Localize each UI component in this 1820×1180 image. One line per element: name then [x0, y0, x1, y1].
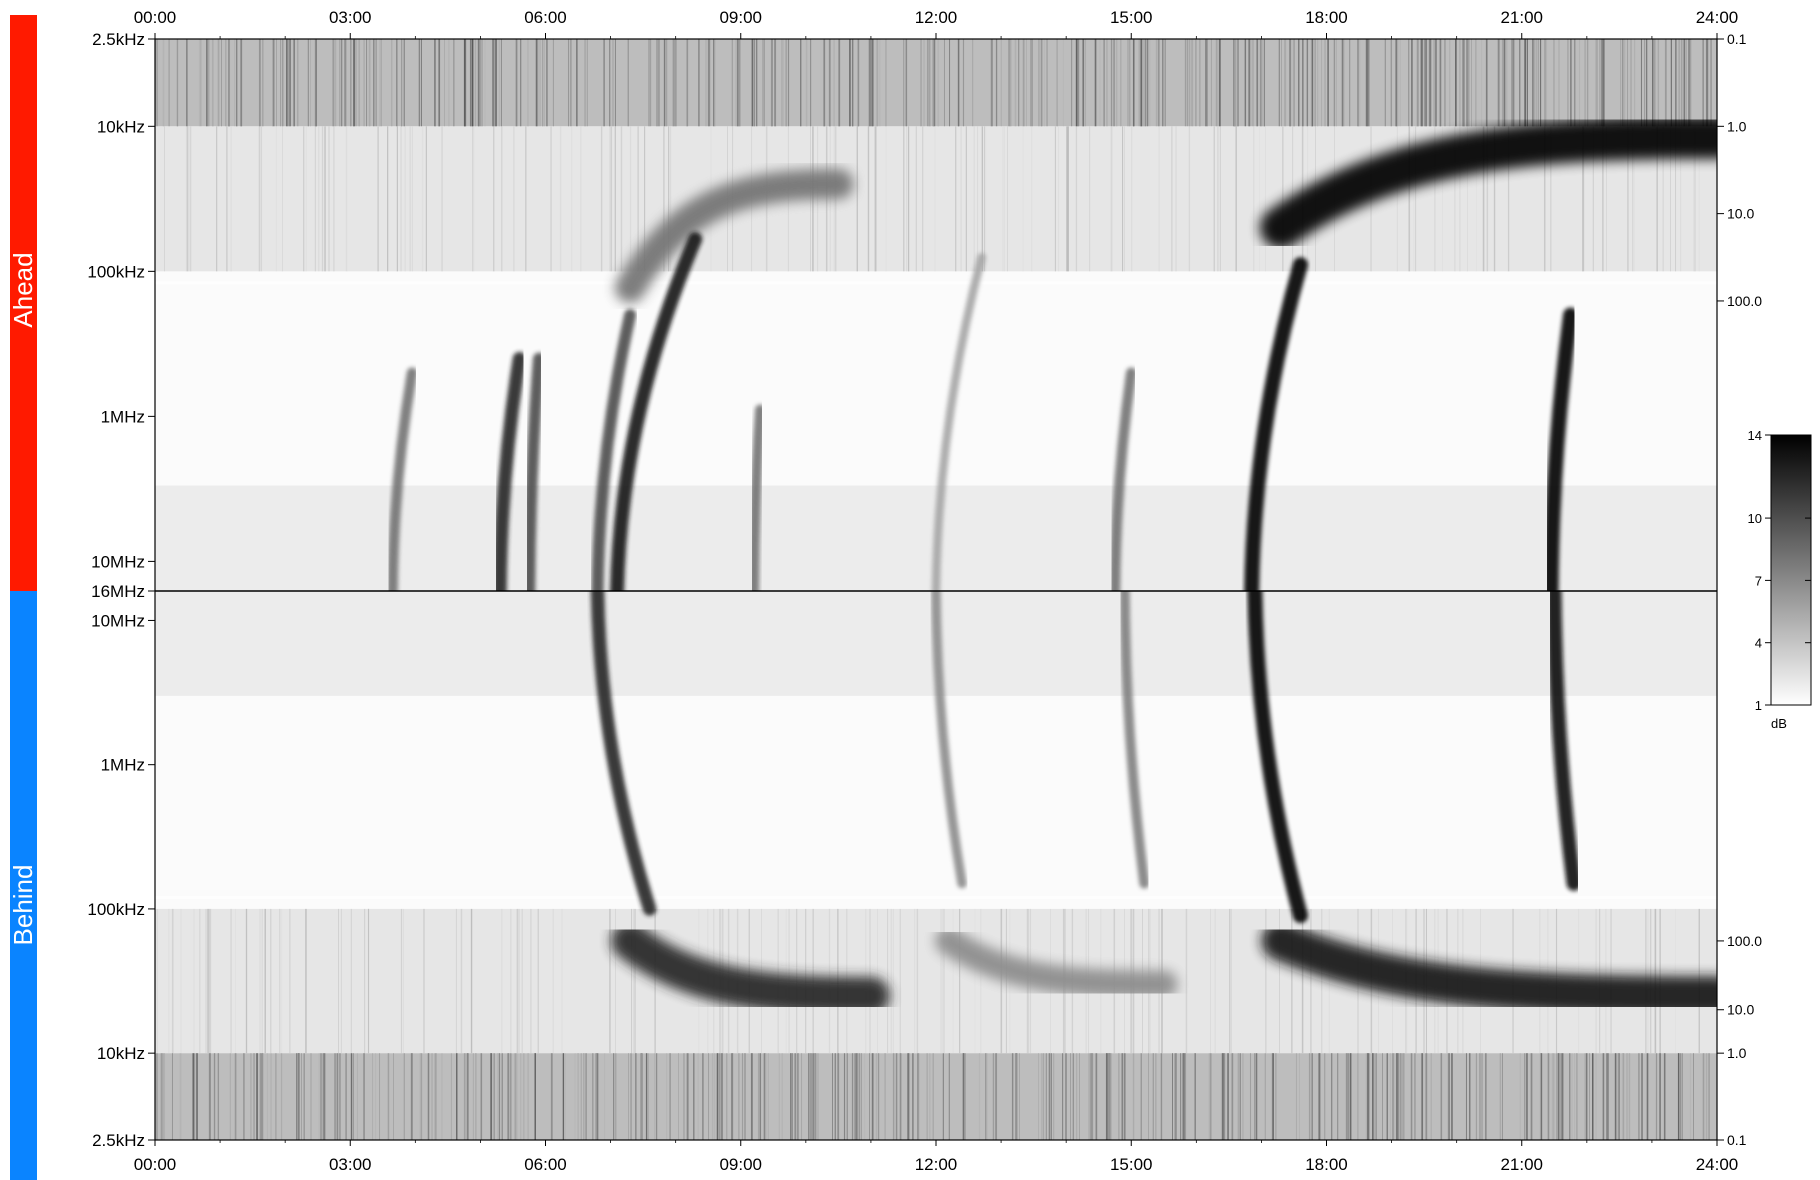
x-tick-label-top: 09:00 — [719, 8, 762, 27]
y-tick-label: 10MHz — [91, 552, 145, 571]
drifting-emission-band — [614, 168, 854, 304]
panel-label-behind: Behind — [8, 591, 38, 1180]
radio-burst — [610, 232, 703, 591]
drifting-emission-band — [611, 921, 890, 1015]
right-tick-label: 100.0 — [1727, 293, 1762, 309]
x-tick-label-bottom: 18:00 — [1305, 1155, 1348, 1174]
drifting-emission-band — [1259, 116, 1717, 249]
radio-burst — [1109, 367, 1137, 591]
radio-burst — [591, 309, 637, 591]
y-tick-label: 10kHz — [97, 117, 145, 136]
panel-label-ahead: Ahead — [8, 15, 38, 591]
radio-burst — [1119, 591, 1150, 889]
behind-color-bar — [10, 591, 37, 1180]
right-tick-label: 10.0 — [1727, 1002, 1754, 1018]
drifting-emission-band — [1261, 921, 1717, 1016]
ahead-label: Ahead — [8, 252, 38, 327]
axes: 00:00 00:00 03:00 03:00 06:00 06:00 09:00 09:00… — [87, 8, 1762, 1174]
y-tick-label: 10kHz — [97, 1044, 145, 1063]
x-tick-label-top: 00:00 — [134, 8, 177, 27]
y-tick-label: 100kHz — [87, 900, 145, 919]
behind-label: Behind — [8, 865, 38, 946]
y-tick-label: 10MHz — [91, 611, 145, 630]
x-tick-label-bottom: 03:00 — [329, 1155, 372, 1174]
x-tick-label-top: 12:00 — [915, 8, 958, 27]
x-tick-label-bottom: 06:00 — [524, 1155, 567, 1174]
colorbar-tick-label: 7 — [1755, 573, 1762, 588]
colorbar-gradient — [1770, 434, 1812, 706]
ahead-color-bar — [10, 15, 37, 591]
radio-burst — [387, 367, 418, 591]
x-tick-label-top: 18:00 — [1305, 8, 1348, 27]
y-tick-label: 2.5kHz — [92, 30, 145, 49]
colorbar: 14 10 7 4 1 dB — [1748, 428, 1812, 731]
radio-burst — [1547, 591, 1582, 891]
colorbar-unit-label: dB — [1771, 716, 1787, 731]
radio-burst — [523, 352, 545, 591]
radio-burst — [1244, 257, 1308, 591]
x-tick-label-bottom: 00:00 — [134, 1155, 177, 1174]
low-frequency-noise-band — [155, 39, 1717, 127]
right-tick-label: 100.0 — [1727, 933, 1762, 949]
colorbar-tick-label: 14 — [1748, 428, 1762, 443]
radio-burst — [931, 591, 967, 889]
x-tick-label-bottom: 21:00 — [1500, 1155, 1543, 1174]
x-tick-label-top: 21:00 — [1500, 8, 1543, 27]
x-tick-label-top: 03:00 — [329, 8, 372, 27]
x-tick-label-bottom: 24:00 — [1696, 1155, 1739, 1174]
colorbar-tick-label: 4 — [1755, 636, 1762, 651]
right-tick-label: 1.0 — [1727, 118, 1747, 134]
y-tick-label: 1MHz — [101, 407, 145, 426]
colorbar-tick-label: 10 — [1748, 511, 1762, 526]
y-tick-label: 100kHz — [87, 262, 145, 281]
x-tick-label-top: 24:00 — [1696, 8, 1739, 27]
radio-burst — [590, 591, 657, 916]
colorbar-tick-label: 1 — [1755, 698, 1762, 713]
behind-spectrogram — [155, 591, 1717, 1140]
drifting-emission-band — [935, 927, 1178, 999]
radio-burst — [748, 404, 766, 591]
right-tick-label: 10.0 — [1727, 206, 1754, 222]
x-tick-label-top: 15:00 — [1110, 8, 1153, 27]
ahead-spectrogram — [155, 39, 1717, 591]
low-frequency-noise-band — [155, 1053, 1717, 1140]
radio-burst — [493, 351, 527, 591]
y-tick-label: 1MHz — [101, 756, 145, 775]
radio-burst — [1247, 591, 1308, 924]
x-tick-label-bottom: 15:00 — [1110, 1155, 1153, 1174]
x-tick-label-bottom: 09:00 — [719, 1155, 762, 1174]
y-tick-label: 2.5kHz — [92, 1131, 145, 1150]
colorbar-ticks: 14 10 7 4 1 — [1748, 428, 1811, 713]
right-tick-label: 0.1 — [1727, 1132, 1747, 1148]
radio-burst — [931, 253, 986, 591]
right-tick-label: 0.1 — [1727, 31, 1747, 47]
radio-burst — [1543, 307, 1579, 591]
x-tick-label-bottom: 12:00 — [915, 1155, 958, 1174]
right-tick-label: 1.0 — [1727, 1045, 1747, 1061]
x-tick-label-top: 06:00 — [524, 8, 567, 27]
y-tick-label: 16MHz — [91, 582, 145, 601]
